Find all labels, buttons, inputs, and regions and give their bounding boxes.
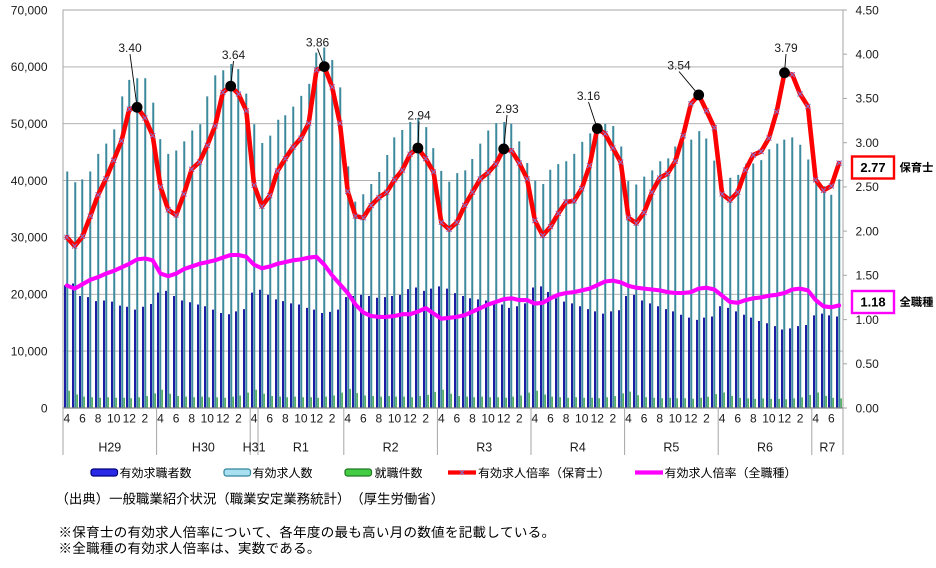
svg-text:2.93: 2.93 [495,102,519,116]
svg-text:12: 12 [123,412,137,426]
svg-text:0.50: 0.50 [856,357,880,371]
svg-text:8: 8 [750,412,757,426]
svg-text:R1: R1 [293,441,309,455]
svg-text:4.50: 4.50 [856,3,880,17]
svg-text:3.16: 3.16 [577,89,601,103]
svg-text:1.00: 1.00 [856,313,880,327]
svg-text:3.40: 3.40 [118,41,142,55]
svg-text:R4: R4 [570,441,586,455]
svg-text:R2: R2 [383,441,399,455]
svg-text:10: 10 [294,412,308,426]
svg-text:3.54: 3.54 [667,59,691,73]
svg-text:3.86: 3.86 [306,36,330,50]
svg-text:6: 6 [641,412,648,426]
svg-text:2.50: 2.50 [856,180,880,194]
svg-text:2: 2 [422,412,429,426]
svg-text:70,000: 70,000 [11,3,48,17]
svg-text:10: 10 [388,412,402,426]
svg-text:R6: R6 [757,441,773,455]
svg-text:12: 12 [778,412,792,426]
svg-text:3.50: 3.50 [856,92,880,106]
svg-text:6: 6 [360,412,367,426]
svg-text:40,000: 40,000 [11,174,48,188]
svg-text:8: 8 [376,412,383,426]
svg-text:6: 6 [173,412,180,426]
svg-text:8: 8 [282,412,289,426]
svg-text:2: 2 [235,412,242,426]
svg-text:R5: R5 [663,441,679,455]
svg-text:4: 4 [344,412,351,426]
svg-text:6: 6 [79,412,86,426]
svg-text:4: 4 [625,412,632,426]
svg-text:4: 4 [532,412,539,426]
svg-text:12: 12 [497,412,511,426]
svg-text:6: 6 [266,412,273,426]
svg-text:6: 6 [734,412,741,426]
svg-text:6: 6 [547,412,554,426]
svg-text:12: 12 [403,412,417,426]
svg-text:4.00: 4.00 [856,48,880,62]
svg-text:2: 2 [142,412,149,426]
svg-text:0.00: 0.00 [856,401,880,415]
svg-text:4: 4 [719,412,726,426]
svg-text:R7: R7 [819,441,835,455]
svg-text:8: 8 [95,412,102,426]
svg-text:8: 8 [656,412,663,426]
svg-text:2: 2 [797,412,804,426]
svg-text:3.64: 3.64 [222,48,246,62]
svg-text:1.18: 1.18 [860,295,885,310]
svg-text:10: 10 [107,412,121,426]
svg-text:1.50: 1.50 [856,269,880,283]
svg-text:H30: H30 [192,441,215,455]
svg-text:12: 12 [216,412,230,426]
svg-text:20,000: 20,000 [11,288,48,302]
svg-text:3.00: 3.00 [856,136,880,150]
svg-text:R3: R3 [476,441,492,455]
svg-text:10: 10 [669,412,683,426]
svg-text:50,000: 50,000 [11,117,48,131]
svg-text:8: 8 [563,412,570,426]
svg-text:60,000: 60,000 [11,60,48,74]
svg-text:4: 4 [64,412,71,426]
svg-text:10: 10 [201,412,215,426]
svg-text:12: 12 [591,412,605,426]
svg-text:H31: H31 [243,441,266,455]
svg-text:8: 8 [188,412,195,426]
svg-text:0: 0 [41,401,48,415]
svg-text:4: 4 [157,412,164,426]
svg-text:4: 4 [812,412,819,426]
svg-text:6: 6 [454,412,461,426]
svg-text:10,000: 10,000 [11,344,48,358]
svg-text:3.79: 3.79 [774,41,798,55]
svg-text:2.94: 2.94 [407,109,431,123]
svg-text:2.77: 2.77 [860,160,885,175]
svg-text:4: 4 [438,412,445,426]
svg-text:6: 6 [828,412,835,426]
svg-text:2: 2 [703,412,710,426]
svg-text:2: 2 [329,412,336,426]
svg-text:30,000: 30,000 [11,231,48,245]
svg-text:8: 8 [469,412,476,426]
svg-text:2: 2 [610,412,617,426]
svg-text:10: 10 [481,412,495,426]
svg-text:12: 12 [684,412,698,426]
svg-text:H29: H29 [98,441,121,455]
svg-text:2.00: 2.00 [856,224,880,238]
svg-text:2: 2 [516,412,523,426]
svg-text:10: 10 [575,412,589,426]
svg-text:12: 12 [310,412,324,426]
svg-text:10: 10 [762,412,776,426]
svg-text:4: 4 [251,412,258,426]
